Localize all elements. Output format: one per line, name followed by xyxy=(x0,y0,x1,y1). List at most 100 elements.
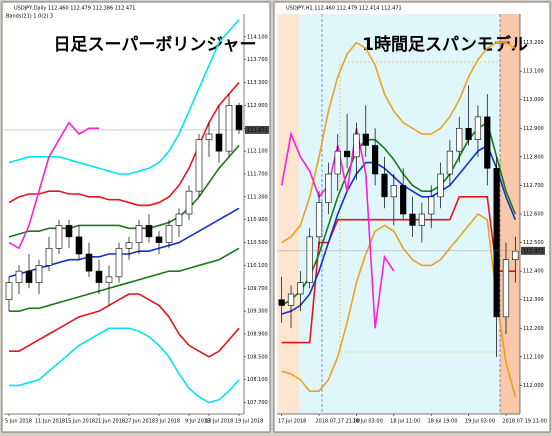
y-tick-label: 113.300 xyxy=(247,80,268,86)
indicator-line xyxy=(281,212,517,398)
y-tick-label: 114.100 xyxy=(247,34,268,40)
indicator-line xyxy=(281,41,516,244)
y-tick-label: 109.300 xyxy=(247,309,268,315)
y-tick-label: 110.500 xyxy=(247,240,268,246)
candle-body xyxy=(15,270,23,283)
x-tick-label: 18 Jul 03:00 xyxy=(353,419,383,425)
x-tick-label: 5 Jun 2018 xyxy=(5,419,32,425)
candle-body xyxy=(372,145,379,175)
candle-body xyxy=(75,236,83,255)
indicator-line xyxy=(281,196,516,344)
y-tick-label: 113.100 xyxy=(523,69,544,75)
candle-body xyxy=(418,213,425,226)
y-tick-label: 111.300 xyxy=(247,194,268,200)
candle-body xyxy=(65,225,73,238)
y-tick-label: 113.000 xyxy=(523,97,544,103)
x-tick-label: 2018.07.19 11:00 xyxy=(502,419,547,425)
candle-body xyxy=(353,133,360,158)
candle-body xyxy=(334,150,341,175)
y-tick-label: 112.900 xyxy=(523,126,544,132)
chart-title: USDJPY,Daily 112.460 112.479 112.386 112… xyxy=(14,6,135,12)
last-price-box xyxy=(245,125,269,134)
candle-body xyxy=(381,173,388,198)
panel-daily xyxy=(1,1,271,433)
y-tick-label: 112.600 xyxy=(523,212,544,218)
candle-body xyxy=(512,250,519,261)
x-tick-label: 11 Jun 2018 xyxy=(35,419,65,425)
y-tick-label: 112.500 xyxy=(523,240,544,246)
annotation: 1時間足スパンモデル xyxy=(362,34,528,55)
candle-body xyxy=(343,150,351,158)
x-tick-label: 21 Jun 2018 xyxy=(95,419,125,425)
y-tick-label: 112.700 xyxy=(523,183,544,189)
y-tick-label: 112.100 xyxy=(523,354,544,360)
y-tick-label: 112.400 xyxy=(523,269,544,275)
candle-body xyxy=(45,247,53,266)
x-tick-label: 9 Jul 2018 xyxy=(185,419,210,425)
y-tick-label: 108.100 xyxy=(247,377,268,383)
y-tick-label: 107.700 xyxy=(247,400,268,406)
x-tick-label: 27 Jun 2018 xyxy=(125,419,155,425)
y-tick-label: 108.500 xyxy=(247,354,268,360)
candle-body xyxy=(306,236,313,283)
indicator-line xyxy=(281,144,517,315)
chart-title: USDJPY,H1 112.460 112.479 112.414 112.47… xyxy=(286,6,402,12)
candle-body xyxy=(55,225,63,249)
indicator-line xyxy=(8,144,240,238)
x-tick-label: 18 Jul 11:00 xyxy=(390,419,420,425)
annotation: 日足スーパーボリンジャー xyxy=(54,35,257,55)
candle-body xyxy=(278,299,285,306)
candle-body xyxy=(115,247,123,278)
x-tick-label: 18 Jul 19:00 xyxy=(428,419,458,425)
indicator-line xyxy=(8,19,240,175)
candle-body xyxy=(437,173,444,198)
candle-body xyxy=(493,167,500,318)
y-tick-label: 110.900 xyxy=(247,217,268,223)
candle-body xyxy=(502,259,510,318)
candle-body xyxy=(175,213,183,226)
candle-body xyxy=(165,225,173,243)
candle-body xyxy=(215,133,223,152)
y-tick-label: 109.700 xyxy=(247,286,268,292)
candle-body xyxy=(155,236,163,243)
candle-body xyxy=(85,253,93,272)
x-tick-label: 17 Jul 2018 xyxy=(278,419,306,425)
indicator-line xyxy=(9,327,240,404)
candle-body xyxy=(465,127,472,141)
candle-body xyxy=(145,225,153,238)
indicator-line xyxy=(8,121,99,250)
candle-body xyxy=(125,242,133,249)
y-tick-label: 112.000 xyxy=(523,383,544,389)
candle-body xyxy=(400,185,407,215)
candle-body xyxy=(362,133,369,146)
candle-body xyxy=(225,105,233,152)
y-tick-label: 113.200 xyxy=(523,40,544,46)
y-tick-label: 108.900 xyxy=(247,332,268,338)
candle-body xyxy=(297,282,304,295)
indicator-line xyxy=(9,293,240,358)
indicator-label: Bands(21) 1.0(2) 3 xyxy=(6,14,53,20)
candle-body xyxy=(409,213,416,226)
candle-body xyxy=(5,282,13,301)
last-price-label: 112.471 xyxy=(523,248,544,254)
y-tick-label: 112.100 xyxy=(247,149,268,155)
candle-body xyxy=(205,133,213,141)
candle-body xyxy=(35,265,43,283)
candle-body xyxy=(474,116,482,141)
x-tick-label: 3 Jul 2018 xyxy=(155,419,180,425)
candle-body xyxy=(195,139,203,192)
y-tick-label: 112.200 xyxy=(523,326,544,332)
candle-body xyxy=(446,150,454,175)
candle-body xyxy=(235,105,243,131)
shade-right xyxy=(500,14,520,414)
shade-left xyxy=(277,14,299,414)
candle-body xyxy=(135,225,143,243)
x-tick-label: 15 Jun 2018 xyxy=(65,419,95,425)
y-tick-label: 112.300 xyxy=(523,297,544,303)
x-tick-label: 2018.07.17 21:00 xyxy=(315,419,360,425)
indicator-line xyxy=(8,207,240,278)
candle-body xyxy=(105,276,113,283)
candle-body xyxy=(25,270,33,283)
candle-body xyxy=(390,185,397,198)
